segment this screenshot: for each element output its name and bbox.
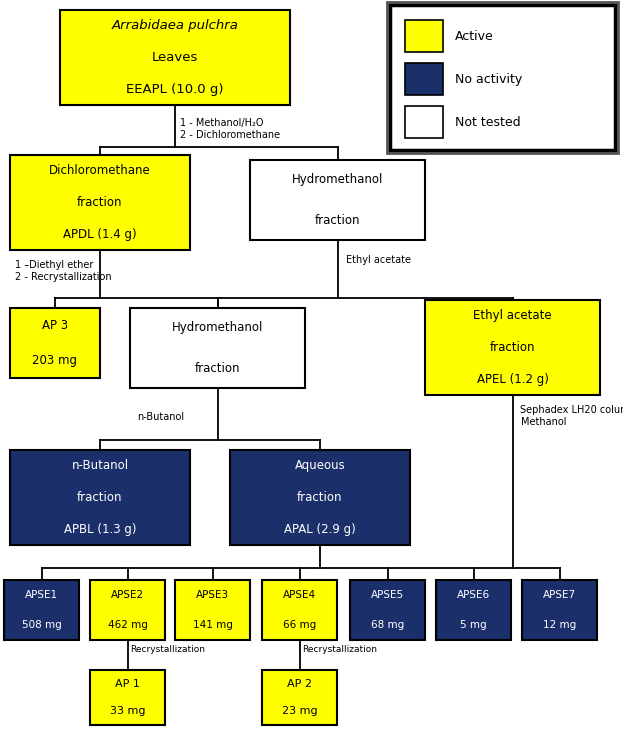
Bar [10, 450, 190, 545]
Bar [350, 580, 425, 640]
Bar [390, 5, 615, 150]
Text: n-Butanol: n-Butanol [138, 412, 184, 422]
Text: AP 2: AP 2 [287, 679, 312, 689]
Text: AP 1: AP 1 [115, 679, 140, 689]
Bar [405, 63, 443, 95]
Text: APBL (1.3 g): APBL (1.3 g) [64, 522, 136, 536]
Bar [262, 580, 337, 640]
Text: APSE2: APSE2 [111, 590, 144, 600]
Text: 33 mg: 33 mg [110, 706, 145, 716]
Text: 5 mg: 5 mg [460, 620, 487, 630]
Text: APAL (2.9 g): APAL (2.9 g) [284, 522, 356, 536]
Text: 66 mg: 66 mg [283, 620, 316, 630]
Bar [387, 2, 618, 153]
Text: APEL (1.2 g): APEL (1.2 g) [477, 373, 548, 386]
Bar [230, 450, 410, 545]
Text: 141 mg: 141 mg [193, 620, 232, 630]
Text: fraction: fraction [77, 491, 123, 504]
Bar [10, 155, 190, 250]
Text: 1 - Methanol/H₂O
2 - Dichloromethane: 1 - Methanol/H₂O 2 - Dichloromethane [180, 118, 280, 140]
Bar [250, 160, 425, 240]
Text: APSE6: APSE6 [457, 590, 490, 600]
Bar [405, 20, 443, 52]
Text: Ethyl acetate: Ethyl acetate [346, 255, 411, 265]
Text: fraction: fraction [77, 196, 123, 209]
Text: 203 mg: 203 mg [32, 354, 77, 367]
Bar [262, 670, 337, 725]
Text: Recrystallization: Recrystallization [130, 645, 206, 654]
Text: Hydromethanol: Hydromethanol [172, 321, 263, 334]
Bar [90, 670, 165, 725]
Text: Ethyl acetate: Ethyl acetate [473, 309, 552, 323]
Bar [60, 10, 290, 105]
Text: APSE5: APSE5 [371, 590, 404, 600]
Text: EEAPL (10.0 g): EEAPL (10.0 g) [126, 83, 224, 95]
Text: APSE3: APSE3 [196, 590, 229, 600]
Text: n-Butanol: n-Butanol [72, 460, 128, 472]
Text: 12 mg: 12 mg [543, 620, 576, 630]
Text: Not tested: Not tested [455, 115, 521, 129]
Text: AP 3: AP 3 [42, 319, 68, 332]
Bar [90, 580, 165, 640]
Text: Aqueous: Aqueous [295, 460, 345, 472]
Bar [405, 106, 443, 138]
Text: Leaves: Leaves [152, 51, 198, 64]
Text: APSE4: APSE4 [283, 590, 316, 600]
Text: Active: Active [455, 30, 494, 42]
Text: APDL (1.4 g): APDL (1.4 g) [63, 228, 137, 240]
Text: 462 mg: 462 mg [108, 620, 148, 630]
Bar [130, 308, 305, 388]
Text: Dichloromethane: Dichloromethane [49, 164, 151, 178]
Text: No activity: No activity [455, 73, 522, 86]
Text: APSE7: APSE7 [543, 590, 576, 600]
Text: 1 –Diethyl ether
2 - Recrystallization: 1 –Diethyl ether 2 - Recrystallization [15, 260, 112, 282]
Text: fraction: fraction [195, 362, 240, 374]
Text: Sephadex LH20 column
Methanol: Sephadex LH20 column Methanol [520, 405, 623, 426]
Bar [4, 580, 79, 640]
Bar [175, 580, 250, 640]
Text: 508 mg: 508 mg [22, 620, 62, 630]
Bar [436, 580, 511, 640]
Text: APSE1: APSE1 [25, 590, 58, 600]
Text: fraction: fraction [297, 491, 343, 504]
Bar [425, 300, 600, 395]
Text: 68 mg: 68 mg [371, 620, 404, 630]
Text: 23 mg: 23 mg [282, 706, 317, 716]
Bar [10, 308, 100, 378]
Text: fraction: fraction [315, 214, 360, 226]
Text: Arrabidaea pulchra: Arrabidaea pulchra [112, 19, 239, 33]
Bar [522, 580, 597, 640]
Text: Recrystallization: Recrystallization [303, 645, 378, 654]
Text: Hydromethanol: Hydromethanol [292, 173, 383, 186]
Text: fraction: fraction [490, 341, 535, 354]
